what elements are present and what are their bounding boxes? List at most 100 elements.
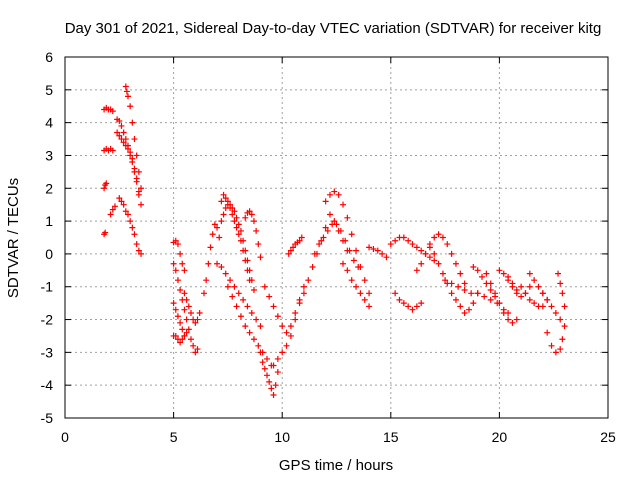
- data-point: [326, 211, 333, 218]
- data-point: [392, 290, 399, 297]
- series-arc5: [107, 203, 118, 218]
- data-point: [448, 250, 455, 257]
- data-point: [250, 218, 257, 225]
- data-point: [357, 264, 364, 271]
- data-point: [266, 378, 273, 385]
- data-point: [487, 280, 494, 287]
- data-point: [124, 145, 131, 152]
- data-point: [227, 201, 234, 208]
- data-point: [124, 211, 131, 218]
- y-tick-label: 3: [45, 147, 53, 163]
- data-point: [224, 283, 231, 290]
- data-point: [500, 270, 507, 277]
- series-arc20: [224, 283, 275, 369]
- data-point: [133, 241, 140, 248]
- data-point: [194, 346, 201, 353]
- y-tick-label: -5: [41, 410, 54, 426]
- data-point: [431, 250, 438, 257]
- data-point: [246, 329, 253, 336]
- data-point: [561, 323, 568, 330]
- data-markers: [101, 83, 568, 399]
- data-point: [509, 319, 516, 326]
- data-point: [237, 313, 244, 320]
- data-point: [109, 147, 116, 154]
- series-arc4: [101, 229, 109, 238]
- data-point: [235, 290, 242, 297]
- data-point: [346, 247, 353, 254]
- data-point: [179, 336, 186, 343]
- data-point: [196, 309, 203, 316]
- data-point: [231, 208, 238, 215]
- data-point: [135, 247, 142, 254]
- data-point: [133, 152, 140, 159]
- series-arc19: [214, 260, 264, 330]
- data-point: [214, 224, 221, 231]
- data-point: [361, 277, 368, 284]
- data-point: [435, 260, 442, 267]
- data-point: [257, 349, 264, 356]
- data-point: [255, 342, 262, 349]
- y-axis-title: SDTVAR / TECUs: [5, 178, 22, 298]
- data-point: [138, 185, 145, 192]
- data-point: [253, 227, 260, 234]
- series-arc13: [170, 329, 190, 346]
- data-point: [366, 290, 373, 297]
- series-arc28: [340, 260, 373, 310]
- data-point: [218, 218, 225, 225]
- data-point: [120, 201, 127, 208]
- data-point: [205, 260, 212, 267]
- data-point: [326, 191, 333, 198]
- data-point: [559, 336, 566, 343]
- series-arc43: [555, 270, 568, 310]
- data-point: [539, 290, 546, 297]
- y-tick-label: 5: [45, 82, 53, 98]
- y-tick-label: 6: [45, 49, 53, 65]
- data-point: [181, 332, 188, 339]
- data-point: [379, 250, 386, 257]
- data-point: [233, 214, 240, 221]
- data-point: [242, 214, 249, 221]
- data-point: [492, 290, 499, 297]
- data-point: [344, 214, 351, 221]
- data-point: [201, 290, 208, 297]
- data-point: [474, 267, 481, 274]
- data-point: [222, 195, 229, 202]
- data-point: [470, 264, 477, 271]
- data-point: [320, 234, 327, 241]
- data-point: [122, 142, 129, 149]
- data-point: [452, 296, 459, 303]
- series-arc26: [311, 221, 362, 271]
- data-point: [272, 382, 279, 389]
- data-point: [531, 277, 538, 284]
- series-arc31: [392, 290, 425, 313]
- data-point: [413, 267, 420, 274]
- data-point: [250, 287, 257, 294]
- data-point: [270, 303, 277, 310]
- series-arc33: [426, 244, 481, 316]
- data-point: [131, 231, 138, 238]
- data-point: [170, 300, 177, 307]
- x-axis-title: GPS time / hours: [279, 457, 393, 474]
- data-point: [174, 313, 181, 320]
- data-point: [309, 264, 316, 271]
- data-point: [457, 303, 464, 310]
- data-point: [526, 283, 533, 290]
- data-point: [109, 108, 116, 115]
- data-point: [174, 277, 181, 284]
- data-point: [266, 293, 273, 300]
- series-arc34: [442, 277, 501, 307]
- data-point: [118, 136, 125, 143]
- data-point: [218, 264, 225, 271]
- data-point: [505, 277, 512, 284]
- series-arc29: [366, 244, 390, 261]
- data-point: [409, 306, 416, 313]
- data-point: [279, 349, 286, 356]
- y-tick-label: 2: [45, 180, 53, 196]
- data-point: [500, 309, 507, 316]
- data-point: [274, 313, 281, 320]
- data-point: [292, 309, 299, 316]
- data-point: [422, 250, 429, 257]
- data-point: [261, 365, 268, 372]
- series-arc18: [242, 208, 264, 261]
